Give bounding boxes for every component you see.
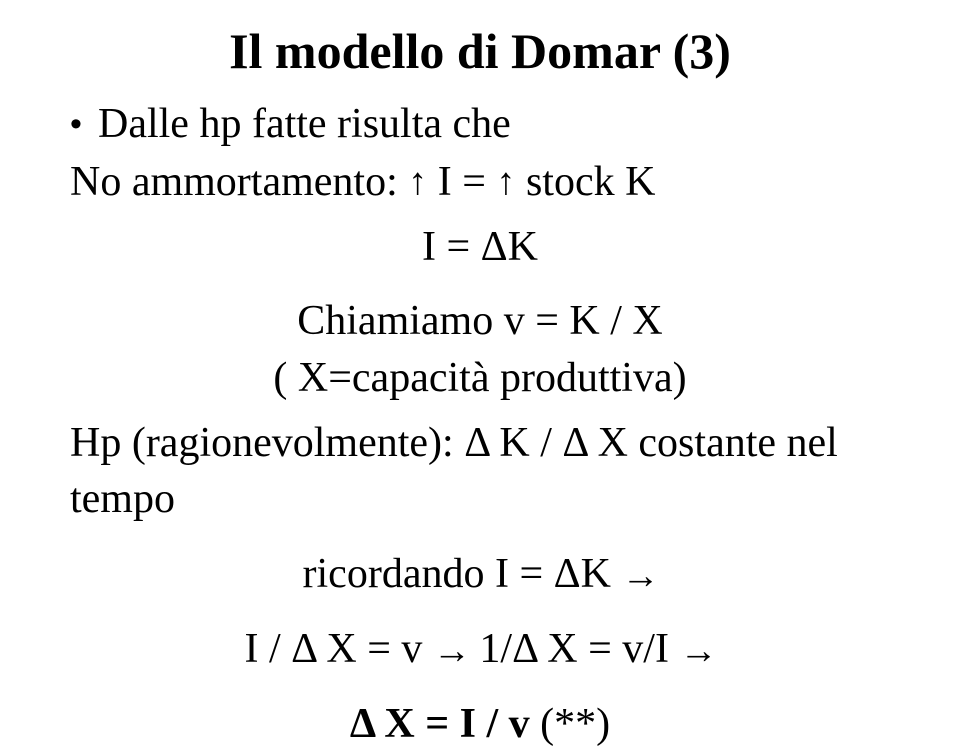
arrow-right-icon: → bbox=[679, 626, 715, 677]
slide-title: Il modello di Domar (3) bbox=[70, 22, 890, 80]
bullet-dot-icon: • bbox=[70, 107, 98, 141]
bullet-row: • Dalle hp fatte risulta che bbox=[70, 100, 890, 148]
arrow-right-icon: → bbox=[433, 626, 469, 677]
line-final-1: I / Δ X = v → 1/Δ X = v/I → bbox=[70, 621, 890, 678]
text-final2-suffix: (**) bbox=[540, 701, 610, 747]
line-capacita: ( X=capacità produttiva) bbox=[70, 350, 890, 407]
bullet-text: Dalle hp fatte risulta che bbox=[98, 100, 511, 148]
line-hp: Hp (ragionevolmente): Δ K / Δ X costante… bbox=[70, 415, 890, 528]
line-chiamiamo: Chiamiamo v = K / X bbox=[70, 293, 890, 350]
slide-page: Il modello di Domar (3) • Dalle hp fatte… bbox=[0, 0, 960, 672]
text-no-amort-mid1: I = bbox=[427, 159, 496, 205]
line-no-ammortamento: No ammortamento: ↑ I = ↑ stock K bbox=[70, 154, 890, 211]
text-ricordando: ricordando I = ΔK bbox=[303, 551, 622, 597]
arrow-up-icon: ↑ bbox=[496, 157, 515, 208]
text-final2: Δ X = I / v bbox=[350, 701, 540, 747]
line-i-eq-dk: I = ΔK bbox=[70, 219, 890, 276]
text-no-amort-mid2: stock K bbox=[515, 159, 655, 205]
text-final1-b: 1/Δ X = v/I bbox=[469, 626, 680, 672]
text-final1-a: I / Δ X = v bbox=[245, 626, 433, 672]
line-final-2: Δ X = I / v (**) bbox=[70, 696, 890, 752]
arrow-up-icon: ↑ bbox=[408, 157, 427, 208]
arrow-right-icon: → bbox=[621, 551, 657, 602]
line-ricordando: ricordando I = ΔK → bbox=[70, 546, 890, 603]
text-no-amort-prefix: No ammortamento: bbox=[70, 159, 408, 205]
